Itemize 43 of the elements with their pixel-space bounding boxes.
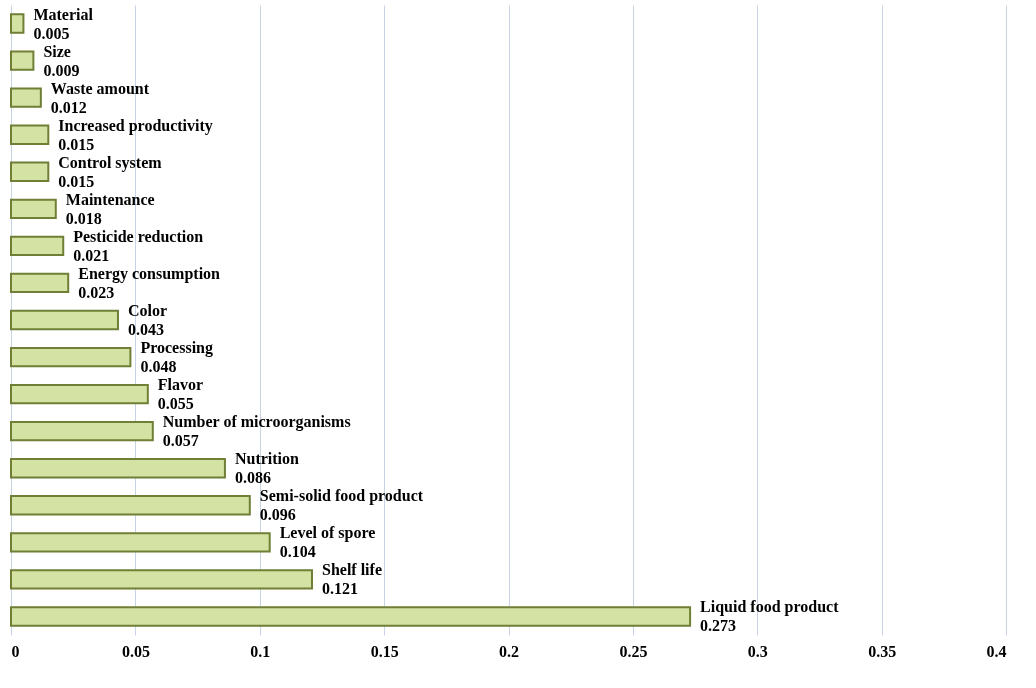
x-tick-label: 0.3 (747, 642, 768, 660)
data-label: 0.009 (43, 61, 80, 79)
x-tick-label: 0.25 (619, 642, 648, 660)
x-tick-label: 0.4 (986, 642, 1007, 660)
data-label: 0.023 (78, 283, 115, 301)
y-tick-label: Flavor (157, 376, 204, 394)
data-label: 0.273 (700, 617, 737, 635)
data-label: 0.005 (33, 24, 70, 42)
y-tick-label: Level of spore (279, 524, 376, 543)
y-tick-label: Maintenance (65, 190, 155, 208)
y-tick-label: Control system (58, 153, 163, 172)
data-label: 0.048 (140, 358, 177, 376)
data-label: 0.021 (73, 246, 110, 264)
data-label: 0.121 (321, 580, 358, 598)
y-tick-label: Energy consumption (78, 264, 221, 283)
data-label: 0.057 (162, 432, 199, 450)
y-tick-label: Semi-solid food product (259, 487, 424, 506)
x-tick-label: 0.35 (868, 642, 897, 660)
y-tick-label: Increased productivity (58, 116, 213, 135)
y-tick-label: Color (127, 302, 168, 319)
y-tick-label: Liquid food product (700, 598, 840, 617)
data-label: 0.055 (157, 395, 194, 413)
data-label: 0.043 (127, 321, 164, 338)
x-tick-label: 0 (11, 642, 20, 660)
y-tick-label: Waste amount (50, 79, 150, 97)
y-tick-label: Processing (140, 339, 213, 358)
y-tick-label: Size (43, 42, 71, 60)
y-tick-label: Material (33, 5, 94, 23)
data-label: 0.015 (58, 172, 95, 190)
y-tick-label: Nutrition (234, 450, 300, 468)
x-tick-label: 0.15 (370, 642, 399, 660)
data-label: 0.015 (58, 135, 95, 153)
data-label: 0.012 (50, 98, 87, 116)
data-label: 0.104 (279, 543, 316, 561)
data-label: 0.096 (259, 506, 296, 524)
x-tick-label: 0.05 (121, 642, 150, 660)
data-label: 0.018 (65, 209, 102, 227)
x-tick-label: 0.2 (499, 642, 519, 660)
y-tick-label: Number of microorganisms (162, 413, 351, 432)
y-tick-label: Pesticide reduction (73, 227, 204, 245)
y-tick-label: Shelf life (321, 561, 382, 579)
x-tick-label: 0.1 (250, 642, 271, 660)
data-label: 0.086 (234, 469, 271, 487)
